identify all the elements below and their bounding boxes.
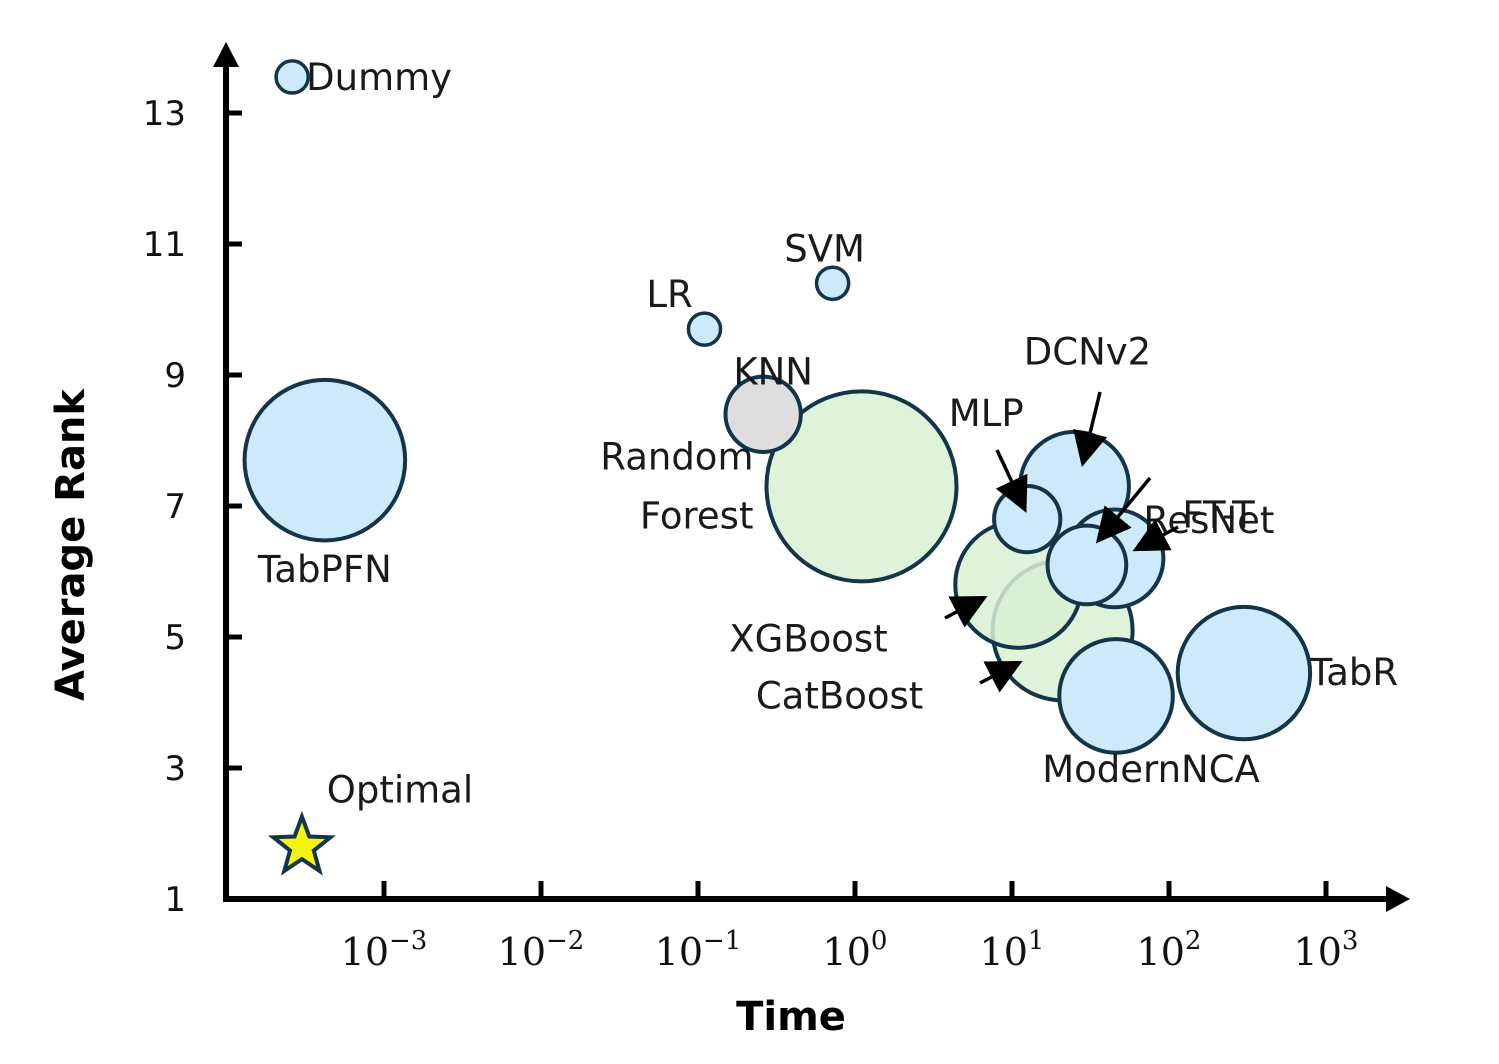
bubble-svm xyxy=(814,265,851,302)
y-tick-label: 9 xyxy=(164,356,186,396)
bubble-modernnca xyxy=(1057,637,1175,755)
annotation-arrows xyxy=(944,391,1179,693)
x-tick-label: 103 xyxy=(1294,926,1359,974)
bubble-tabpfn xyxy=(242,377,408,543)
y-tick-label: 7 xyxy=(164,487,186,527)
x-tick-label: 101 xyxy=(980,926,1045,974)
x-tick-label: 10−1 xyxy=(655,926,742,974)
label-xgboost: XGBoost xyxy=(729,618,887,661)
label-random-forest: Forest xyxy=(640,494,754,537)
label-tabr: TabR xyxy=(1309,651,1398,694)
bubble-random-forest xyxy=(764,389,959,584)
label-random-forest: Random xyxy=(600,435,753,478)
label-optimal: Optimal xyxy=(327,769,473,812)
bubble-tabr xyxy=(1175,604,1313,742)
x-tick-label: 100 xyxy=(823,926,888,974)
bubble-resnet xyxy=(1045,523,1129,607)
y-tick-label: 11 xyxy=(143,225,186,265)
label-tabpfn: TabPFN xyxy=(257,548,392,591)
x-tick-label: 102 xyxy=(1137,926,1202,974)
label-modernnca: ModernNCA xyxy=(1042,748,1260,791)
annotation-arrow xyxy=(1132,519,1179,552)
y-tick-label: 3 xyxy=(164,749,186,789)
y-tick-label: 13 xyxy=(143,94,186,134)
y-tick-label: 1 xyxy=(164,880,186,920)
bubble-knn xyxy=(723,374,803,454)
point-labels: DummyTabPFNLRSVMKNNRandomForestMLPDCNv2R… xyxy=(257,56,1398,812)
annotation-arrow xyxy=(1073,391,1108,468)
annotation-arrow xyxy=(979,660,1023,693)
label-dcnv2: DCNv2 xyxy=(1024,330,1151,373)
y-axis-arrowhead xyxy=(213,42,239,67)
bubble-mlp xyxy=(992,483,1063,555)
y-tick-label: 5 xyxy=(164,618,186,658)
annotation-arrow xyxy=(995,449,1028,513)
bubble-dummy xyxy=(274,59,310,95)
label-ft-t: FT-T xyxy=(1182,493,1255,536)
x-axis-title: Time xyxy=(736,994,846,1040)
x-tick-label: 10−2 xyxy=(498,926,585,974)
annotation-arrow xyxy=(944,595,988,628)
label-dummy: Dummy xyxy=(306,56,452,99)
optimal-star-marker xyxy=(267,810,336,876)
label-mlp: MLP xyxy=(949,392,1024,435)
y-axis-title: Average Rank xyxy=(48,388,94,701)
annotation-arrow xyxy=(1095,476,1152,544)
label-svm: SVM xyxy=(784,227,865,270)
bubble-lr xyxy=(686,311,723,347)
x-axis-arrowhead xyxy=(1386,886,1410,912)
label-catboost: CatBoost xyxy=(756,674,923,717)
label-lr: LR xyxy=(646,273,692,316)
label-knn: KNN xyxy=(733,350,813,393)
x-tick-label: 10−3 xyxy=(341,926,428,974)
